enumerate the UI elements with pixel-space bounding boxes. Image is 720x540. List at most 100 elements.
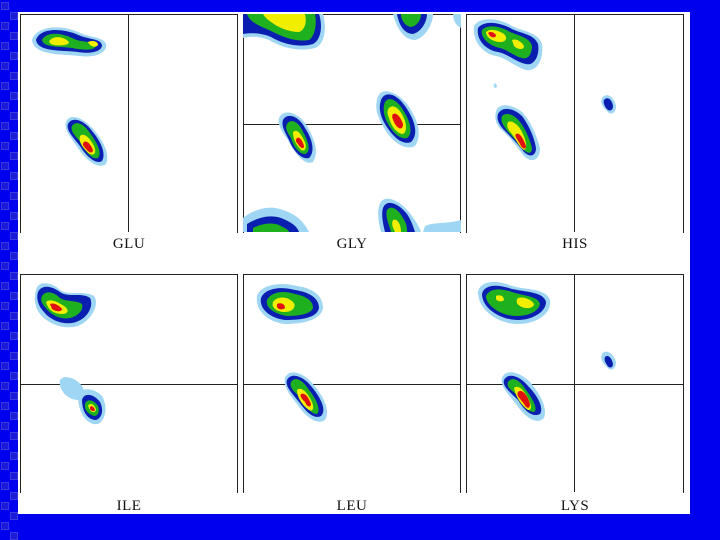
background-tile	[10, 192, 18, 200]
background-tile	[1, 322, 9, 330]
density-region	[601, 351, 616, 370]
background-tile	[10, 132, 18, 140]
density-region	[284, 372, 328, 422]
background-tile	[1, 282, 9, 290]
density-region	[32, 27, 107, 57]
phi-zero-line	[128, 14, 129, 232]
panel-frame	[243, 14, 461, 233]
background-tile	[10, 112, 18, 120]
contour-plot	[243, 14, 461, 232]
density-region	[34, 283, 97, 328]
density-region	[59, 377, 106, 425]
psi-zero-line	[243, 124, 461, 125]
panel-label: LEU	[336, 498, 368, 514]
background-tile	[10, 312, 18, 320]
panel-frame	[20, 14, 238, 233]
background-tile	[1, 522, 9, 530]
panel-frame	[20, 274, 238, 493]
background-tile	[10, 432, 18, 440]
panel-label: ILE	[116, 498, 142, 514]
background-tile	[1, 142, 9, 150]
density-region	[478, 282, 551, 324]
panel-his: HIS	[466, 14, 684, 254]
phi-zero-line	[574, 14, 575, 232]
background-tile	[1, 222, 9, 230]
contour-plot	[34, 283, 106, 425]
panel-lys: LYS	[466, 274, 684, 514]
density-region	[243, 207, 309, 232]
background-tile	[1, 102, 9, 110]
background-tile	[10, 232, 18, 240]
background-tile	[10, 392, 18, 400]
panel-label: HIS	[562, 236, 588, 252]
density-region	[65, 116, 108, 166]
background-tile	[10, 252, 18, 260]
background-tile	[10, 492, 18, 500]
background-tile	[1, 402, 9, 410]
background-tile	[10, 32, 18, 40]
background-tile	[10, 532, 18, 540]
background-tile	[1, 362, 9, 370]
background-tile	[10, 352, 18, 360]
background-tile	[1, 482, 9, 490]
density-region	[243, 14, 325, 50]
background-tile	[10, 452, 18, 460]
background-tile	[1, 2, 9, 10]
psi-zero-line	[243, 384, 461, 385]
background-tile	[10, 172, 18, 180]
background-tile	[1, 302, 9, 310]
density-region	[493, 83, 616, 114]
density-region	[256, 284, 323, 324]
background-tile	[10, 72, 18, 80]
contour-plot	[478, 282, 616, 421]
density-region	[278, 112, 316, 163]
density-region	[501, 372, 546, 421]
background-tile	[1, 442, 9, 450]
background-tile	[1, 42, 9, 50]
density-region	[495, 105, 540, 161]
background-tile	[10, 412, 18, 420]
background-tile	[1, 342, 9, 350]
background-tile	[1, 502, 9, 510]
background-tile	[1, 422, 9, 430]
phi-zero-line	[574, 274, 575, 492]
contour-plot	[473, 19, 616, 161]
panel-label: GLY	[336, 236, 368, 252]
background-tile	[10, 292, 18, 300]
background-tile	[1, 202, 9, 210]
panel-leu: LEU	[243, 274, 461, 514]
panel-glu: GLU	[20, 14, 238, 254]
contour-plot	[256, 284, 328, 422]
background-tile	[1, 462, 9, 470]
panel-frame	[466, 14, 684, 233]
panel-frame	[243, 274, 461, 493]
background-tile	[1, 62, 9, 70]
density-region	[378, 198, 461, 232]
background-tile	[1, 22, 9, 30]
background-tile	[10, 372, 18, 380]
background-tile	[1, 122, 9, 130]
background-tile	[1, 162, 9, 170]
psi-zero-line	[466, 384, 684, 385]
background-tile	[10, 52, 18, 60]
background-tile	[10, 12, 18, 20]
background-tile	[10, 332, 18, 340]
background-tile	[1, 382, 9, 390]
psi-zero-line	[20, 384, 238, 385]
background-tile	[10, 92, 18, 100]
panel-gly: GLY	[243, 14, 461, 254]
density-region	[473, 19, 543, 71]
panel-frame	[466, 274, 684, 493]
density-region	[393, 14, 461, 40]
background-tile	[1, 182, 9, 190]
ramachandran-figure: GLU	[18, 12, 690, 514]
background-tile	[10, 152, 18, 160]
background-tile	[10, 472, 18, 480]
density-region	[376, 91, 419, 148]
panel-label: GLU	[112, 236, 146, 252]
contour-plot	[32, 27, 108, 166]
background-tile	[10, 512, 18, 520]
slide-background-pattern	[0, 0, 90, 540]
background-tile	[1, 242, 9, 250]
panel-ile: ILE	[20, 274, 238, 514]
